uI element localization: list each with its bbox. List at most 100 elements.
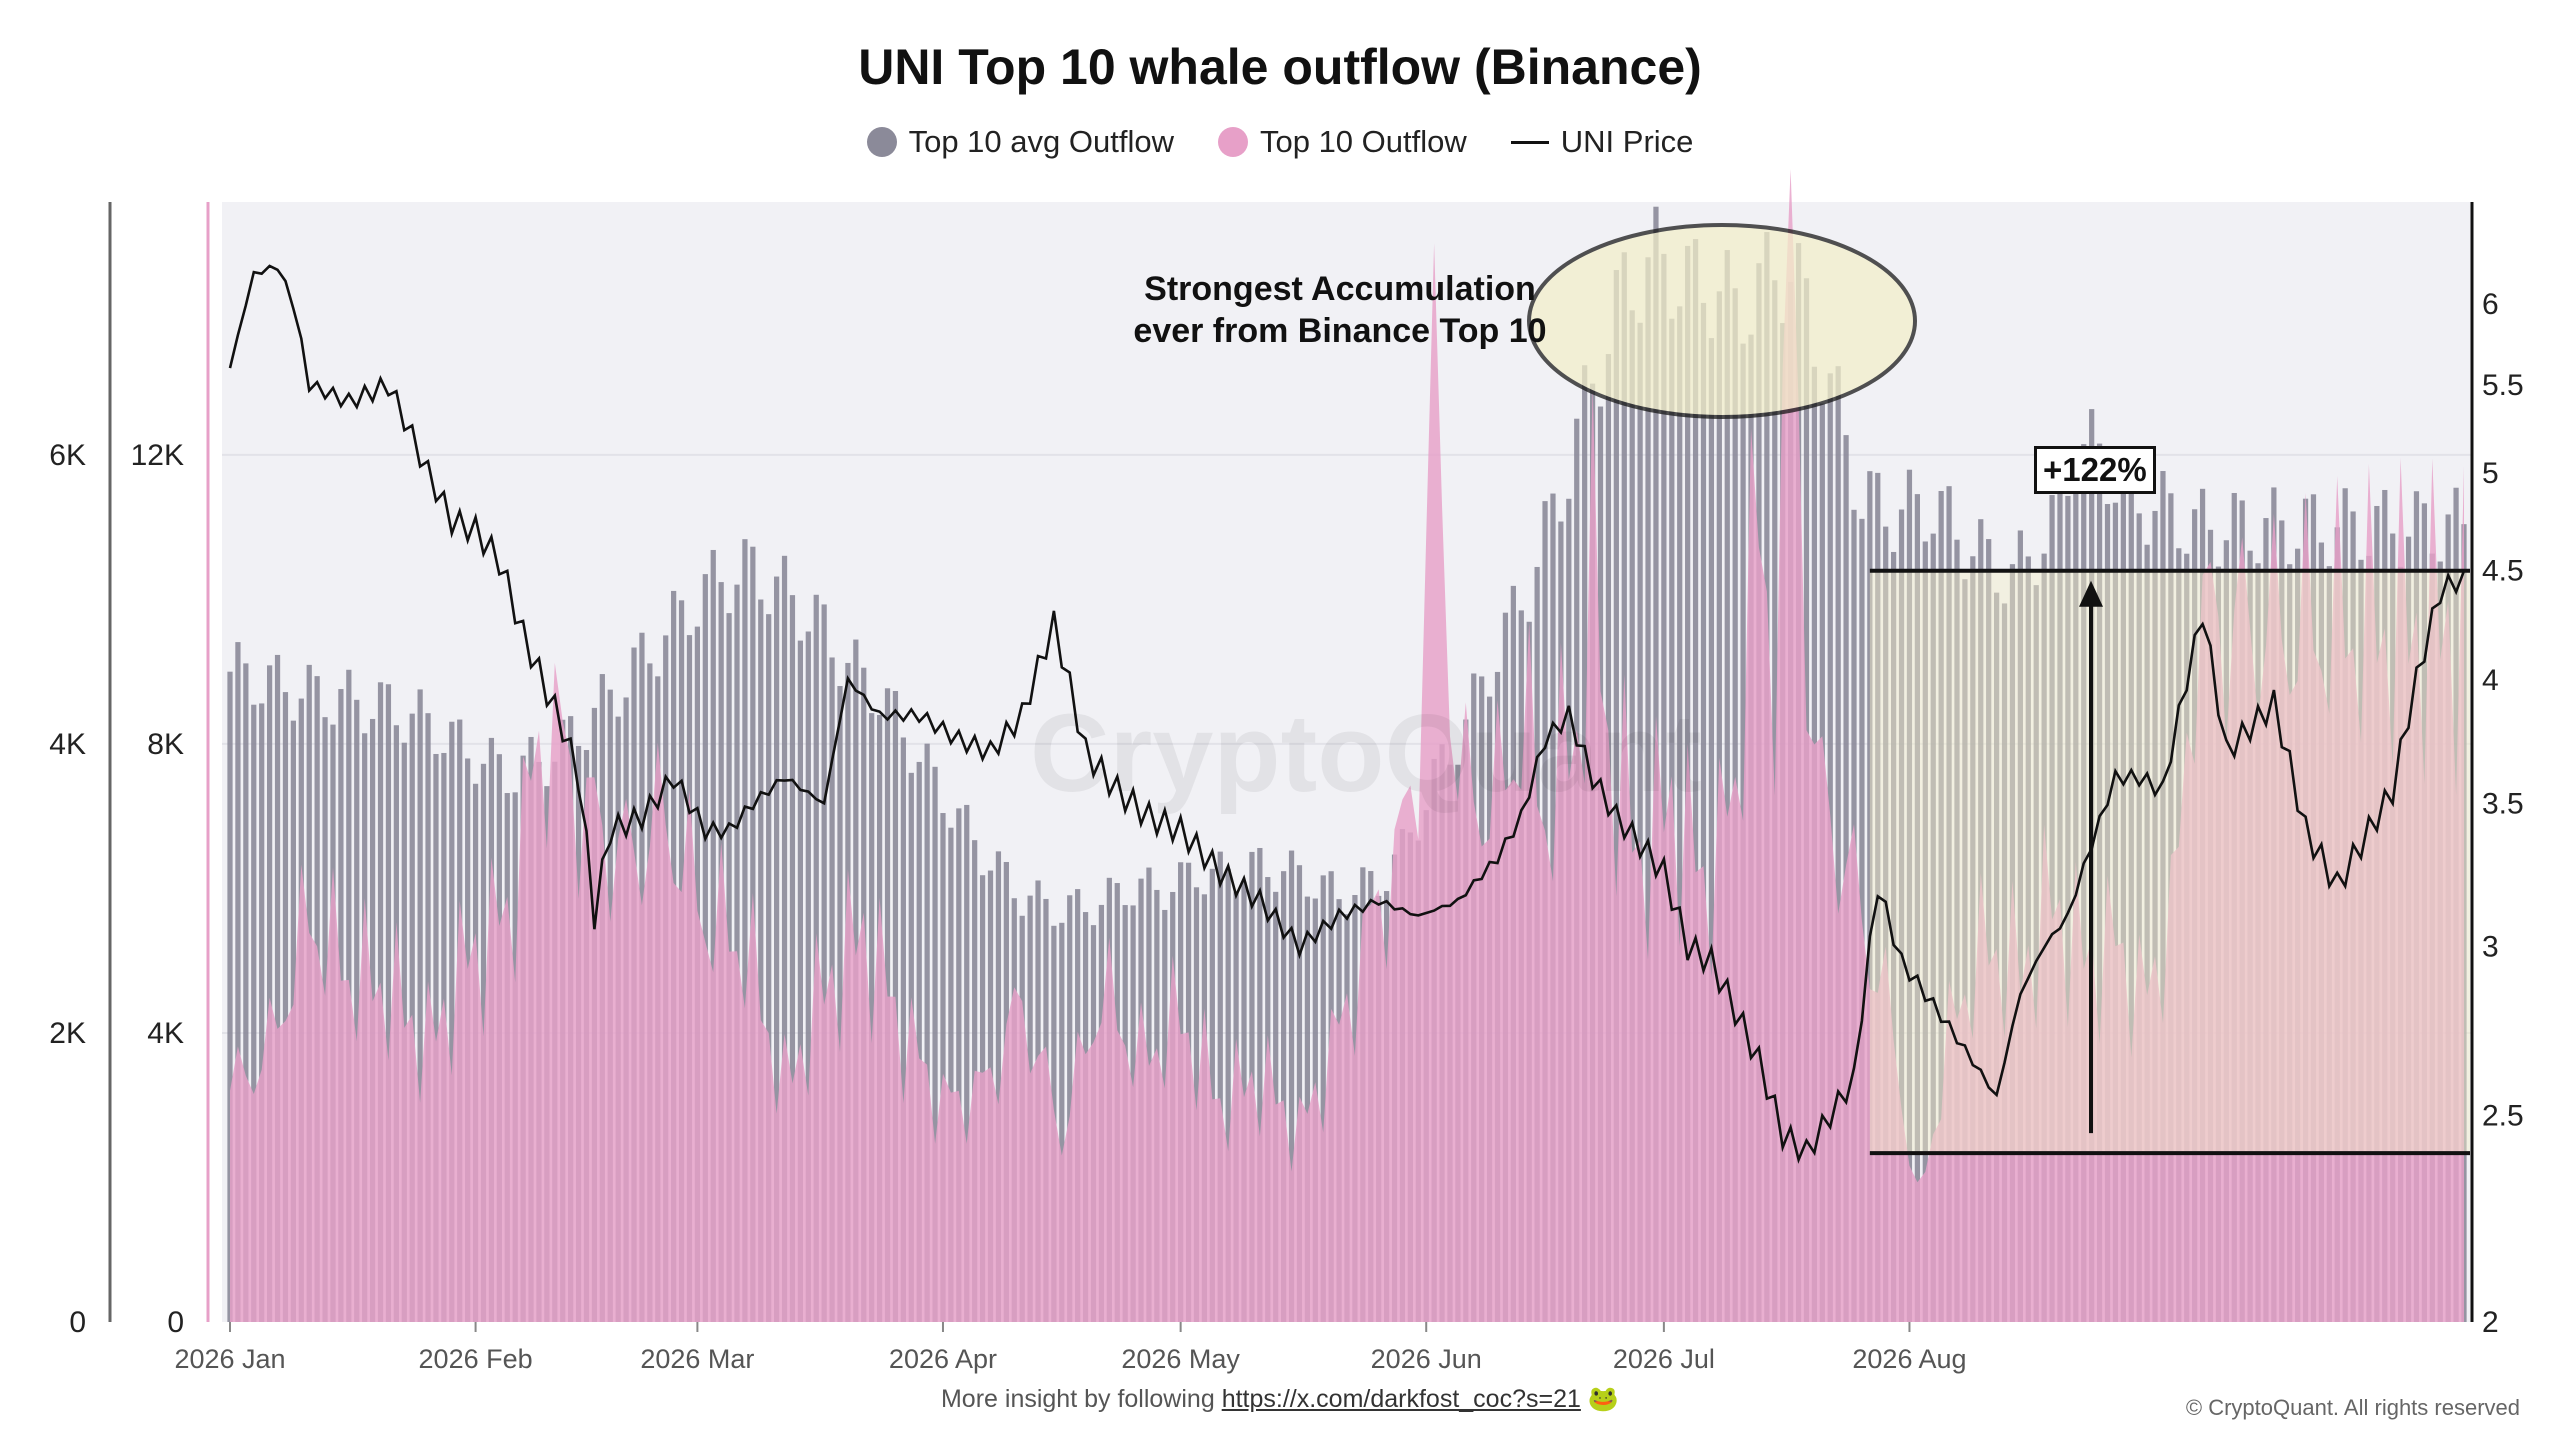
avg-outflow-bar [766, 614, 772, 1322]
avg-outflow-bar [2112, 502, 2119, 1322]
avg-outflow-bar [1320, 875, 1326, 1322]
avg-outflow-bar [774, 576, 780, 1322]
legend-outflow-swatch [1217, 127, 1248, 157]
avg-outflow-bar [1059, 922, 1065, 1322]
avg-outflow-bar [1257, 847, 1263, 1322]
avg-outflow-bar [781, 555, 788, 1322]
avg-outflow-bar [940, 813, 946, 1322]
avg-outflow-bar [1867, 471, 1873, 1322]
price-range-highlight [1869, 570, 2470, 1154]
avg-outflow-bar [1067, 895, 1073, 1322]
footer-link[interactable]: https://x.com/darkfost_coc?s=21 [1221, 1385, 1581, 1413]
avg-outflow-bar [1883, 526, 1889, 1322]
accumulation-ellipse [1527, 223, 1917, 419]
avg-outflow-bar [2136, 513, 2142, 1322]
avg-outflow-bar [932, 766, 938, 1322]
avg-outflow-bar [1986, 539, 1992, 1322]
avg-outflow-bar [1677, 306, 1683, 1322]
avg-outflow-bar [2120, 460, 2126, 1323]
avg-outflow-bar [354, 699, 360, 1322]
outflow-area [230, 169, 2464, 1323]
avg-outflow-bar [1637, 322, 1643, 1322]
footer: More insight by following https://x.com/… [0, 1385, 2560, 1414]
avg-outflow-bar [1835, 366, 1841, 1322]
x-tick-label: 2026 May [1121, 1344, 1240, 1374]
outer-axis-tick-label: 0 [69, 1306, 86, 1339]
avg-outflow-bar [2081, 444, 2087, 1322]
avg-outflow-bar [1225, 868, 1231, 1322]
avg-outflow-bar [1946, 486, 1952, 1322]
avg-outflow-bar [274, 654, 281, 1322]
avg-outflow-bar [2001, 603, 2008, 1322]
avg-outflow-bar [995, 851, 1002, 1322]
x-tick-label: 2026 Jul [1613, 1344, 1715, 1374]
avg-outflow-bar [1193, 887, 1200, 1322]
avg-outflow-bar [1914, 494, 1920, 1322]
chart-title: UNI Top 10 whale outflow (Binance) [858, 39, 1702, 95]
accumulation-annotation-line1: Strongest Accumulation [1144, 270, 1536, 308]
right-axis-tick-label: 4 [2482, 664, 2499, 697]
accumulation-annotation-line2: ever from Binance Top 10 [1133, 312, 1547, 350]
avg-outflow-bar [1281, 871, 1287, 1322]
avg-outflow-bar [869, 713, 875, 1322]
avg-outflow-bar [266, 665, 273, 1322]
x-tick-label: 2026 Apr [889, 1344, 997, 1374]
inner-axis-tick-label: 12K [131, 439, 184, 472]
avg-outflow-bar [449, 721, 455, 1322]
avg-outflow-bar [2152, 510, 2158, 1322]
x-tick-label: 2026 Mar [640, 1344, 754, 1374]
avg-outflow-bar [243, 663, 249, 1322]
avg-outflow-bar [1209, 868, 1215, 1322]
avg-outflow-bar [1692, 239, 1699, 1322]
avg-outflow-bar [1700, 302, 1707, 1322]
legend-item-price[interactable]: UNI Price [1510, 124, 1693, 160]
watermark: CryptoQuant [1030, 692, 1703, 815]
chart-legend: Top 10 avg Outflow Top 10 Outflow UNI Pr… [0, 124, 2560, 160]
inner-axis-tick-label: 0 [167, 1306, 184, 1339]
legend-item-outflow[interactable]: Top 10 Outflow [1217, 124, 1467, 160]
avg-outflow-bar [1613, 270, 1619, 1322]
frog-icon: 🐸 [1587, 1385, 1619, 1413]
gain-badge: +122% [2034, 446, 2156, 494]
legend-item-avg[interactable]: Top 10 avg Outflow [866, 124, 1174, 160]
avg-outflow-bar [2025, 556, 2031, 1322]
avg-outflow-bar [417, 689, 423, 1322]
avg-outflow-bar [1661, 253, 1667, 1322]
right-axis-tick-label: 2.5 [2482, 1099, 2524, 1132]
x-tick-label: 2026 Aug [1852, 1344, 1966, 1374]
right-axis-tick-label: 2 [2482, 1306, 2499, 1339]
avg-outflow-bar [924, 743, 930, 1322]
accumulation-annotation: Strongest Accumulation ever from Binance… [1060, 268, 1620, 352]
avg-outflow-bar [956, 808, 962, 1322]
avg-outflow-bar [916, 761, 922, 1322]
x-tick-label: 2026 Feb [419, 1344, 533, 1374]
avg-outflow-bar [1217, 851, 1223, 1322]
avg-outflow-bar [1906, 469, 1913, 1323]
avg-outflow-bar [1898, 509, 1905, 1322]
avg-outflow-bar [805, 631, 811, 1322]
avg-outflow-bar [2033, 585, 2039, 1322]
avg-outflow-bar [235, 642, 241, 1322]
avg-outflow-bar [2096, 443, 2103, 1322]
avg-outflow-bar [433, 753, 439, 1322]
right-axis-tick-label: 6 [2482, 288, 2499, 321]
avg-outflow-bar [2017, 530, 2023, 1322]
avg-outflow-bar [1962, 579, 1968, 1322]
inner-axis-tick-label: 4K [147, 1017, 184, 1050]
avg-outflow-bar [1708, 338, 1715, 1322]
x-tick-label: 2026 Jan [174, 1344, 285, 1374]
avg-outflow-bar [251, 704, 257, 1322]
avg-outflow-bar [259, 703, 265, 1322]
avg-outflow-bar [2160, 471, 2166, 1322]
outer-axis-tick-label: 4K [49, 728, 86, 761]
avg-outflow-bar [1922, 541, 1928, 1322]
footer-text: More insight by following [940, 1385, 1215, 1413]
avg-outflow-bar [710, 549, 716, 1322]
legend-avg-label: Top 10 avg Outflow [908, 124, 1174, 159]
avg-outflow-bar [742, 539, 748, 1322]
right-axis-tick-label: 4.5 [2482, 555, 2524, 588]
avg-outflow-bar [837, 686, 843, 1322]
outer-axis-tick-label: 6K [49, 439, 86, 472]
avg-outflow-bar [1891, 551, 1897, 1322]
